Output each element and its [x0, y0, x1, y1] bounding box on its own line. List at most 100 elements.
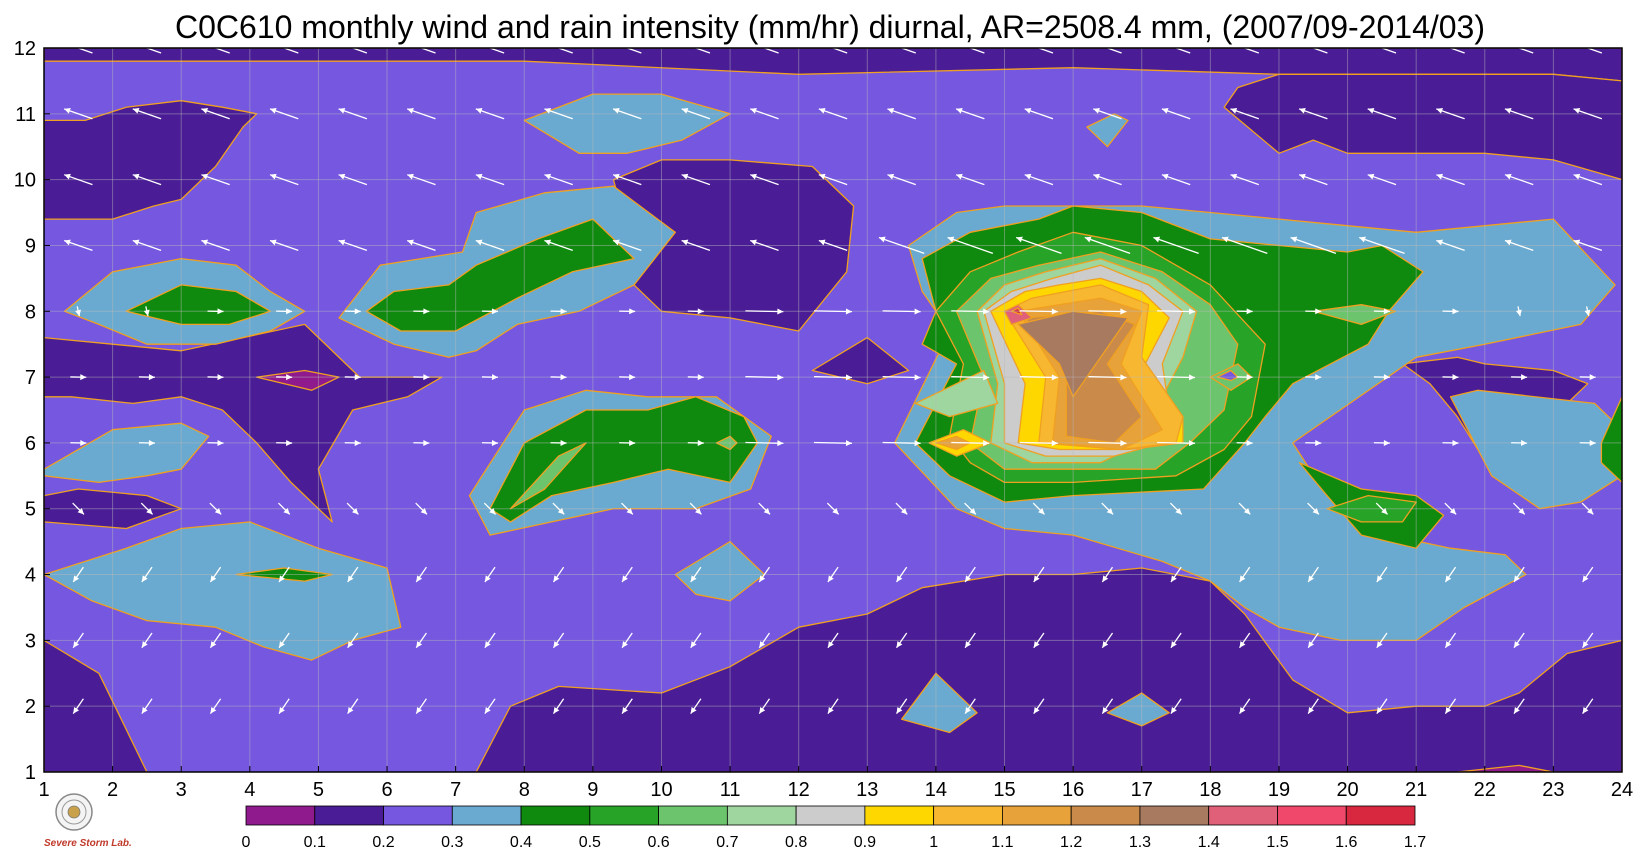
wind-vector	[1105, 48, 1122, 54]
wind-vector	[762, 48, 779, 54]
wind-vector	[406, 108, 436, 120]
wind-vector	[481, 308, 498, 315]
wind-vector	[213, 48, 230, 54]
wind-vector	[745, 308, 784, 315]
x-tick-label: 8	[519, 779, 530, 801]
wind-vector	[813, 374, 853, 381]
wind-vector	[619, 374, 636, 381]
y-tick-label: 2	[25, 696, 36, 718]
wind-vector	[72, 698, 84, 714]
wind-vector	[1373, 439, 1390, 446]
wind-vector	[344, 374, 361, 381]
y-tick-label: 10	[14, 170, 36, 192]
x-tick-label: 13	[856, 779, 878, 801]
x-tick-label: 16	[1062, 779, 1084, 801]
wind-vector	[552, 566, 565, 583]
colorbar-tick-label: 0.5	[579, 834, 601, 851]
wind-vector	[813, 440, 853, 447]
wind-vector	[1024, 108, 1054, 120]
wind-vector	[413, 308, 430, 315]
contour-region	[523, 93, 731, 154]
wind-vector	[758, 698, 771, 714]
wind-vector	[278, 566, 290, 583]
wind-vector	[1239, 632, 1251, 649]
wind-vector	[1442, 308, 1459, 315]
wind-vector	[1579, 374, 1596, 381]
wind-vector	[1019, 308, 1058, 315]
wind-vector	[1161, 173, 1191, 186]
wind-vector	[415, 698, 427, 714]
wind-vector	[72, 566, 84, 583]
contour-region	[44, 100, 258, 220]
wind-vector	[544, 239, 573, 252]
wind-vector	[1376, 566, 1388, 583]
wind-vector	[552, 632, 565, 649]
contour-region	[1456, 764, 1555, 772]
contour-region	[1326, 494, 1417, 523]
colorbar-tick-label: 0.8	[785, 834, 807, 851]
wind-vector	[1512, 502, 1526, 515]
colorbar-tick-label: 1.4	[1198, 834, 1220, 851]
wind-vector	[346, 502, 359, 515]
colorbar-swatch	[795, 805, 866, 826]
wind-vector	[1376, 698, 1388, 714]
wind-vector	[882, 374, 921, 381]
wind-vector	[1174, 48, 1191, 54]
wind-vector	[1305, 308, 1322, 315]
wind-vector	[1290, 236, 1337, 254]
wind-vector	[144, 48, 162, 54]
wind-vector	[550, 308, 567, 315]
x-tick-label: 9	[587, 779, 598, 801]
wind-vector	[621, 698, 633, 714]
wind-vector	[1307, 566, 1319, 583]
colorbar-tick-label: 1	[929, 834, 938, 851]
wind-vector	[1101, 632, 1114, 649]
wind-vector	[1582, 566, 1594, 583]
wind-vector	[887, 108, 916, 120]
wind-vector	[955, 108, 985, 120]
wind-vector	[1517, 48, 1534, 54]
wind-vector	[1298, 108, 1328, 120]
wind-vector	[745, 440, 784, 447]
wind-vector	[1033, 566, 1045, 583]
contour-region	[44, 639, 148, 772]
wind-vector	[1367, 108, 1397, 120]
wind-vector	[968, 48, 985, 54]
wind-vector	[1579, 439, 1596, 446]
wind-vector	[895, 632, 908, 649]
wind-vector	[350, 48, 368, 54]
wind-vector	[1157, 374, 1196, 381]
contour-region	[1106, 692, 1170, 727]
wind-vector	[1019, 374, 1058, 381]
wind-vector	[951, 374, 990, 381]
wind-vector	[344, 308, 361, 315]
wind-vector	[1305, 374, 1322, 381]
wind-vector	[1436, 239, 1465, 252]
wind-vector	[1307, 502, 1320, 515]
wind-vector	[415, 566, 427, 583]
x-axis-ticks: 1 2 3 4 5 6 7 8 9 10 11 12 13 14 15 16 17 18 19 20 21 22 23 24	[38, 766, 1633, 801]
wind-vector	[882, 308, 921, 315]
x-tick-label: 6	[381, 779, 392, 801]
wind-vector	[72, 502, 85, 515]
contour-region	[1017, 310, 1129, 398]
wind-vector	[1504, 239, 1534, 252]
wind-vector	[1307, 698, 1319, 714]
colorbar-swatch	[658, 805, 728, 826]
wind-vector	[1236, 374, 1253, 381]
wind-vector	[947, 236, 994, 254]
wind-vector	[750, 108, 779, 120]
wind-vector	[887, 173, 916, 186]
contour-region	[674, 540, 766, 602]
wind-vector	[209, 632, 222, 649]
wind-vector	[550, 439, 567, 446]
wind-vector	[338, 239, 368, 252]
wind-vector	[758, 632, 771, 649]
wind-vector	[1573, 239, 1603, 252]
contour-region	[256, 369, 340, 391]
wind-vector	[1442, 439, 1459, 446]
y-tick-label: 9	[25, 235, 36, 257]
x-tick-label: 4	[244, 779, 255, 801]
